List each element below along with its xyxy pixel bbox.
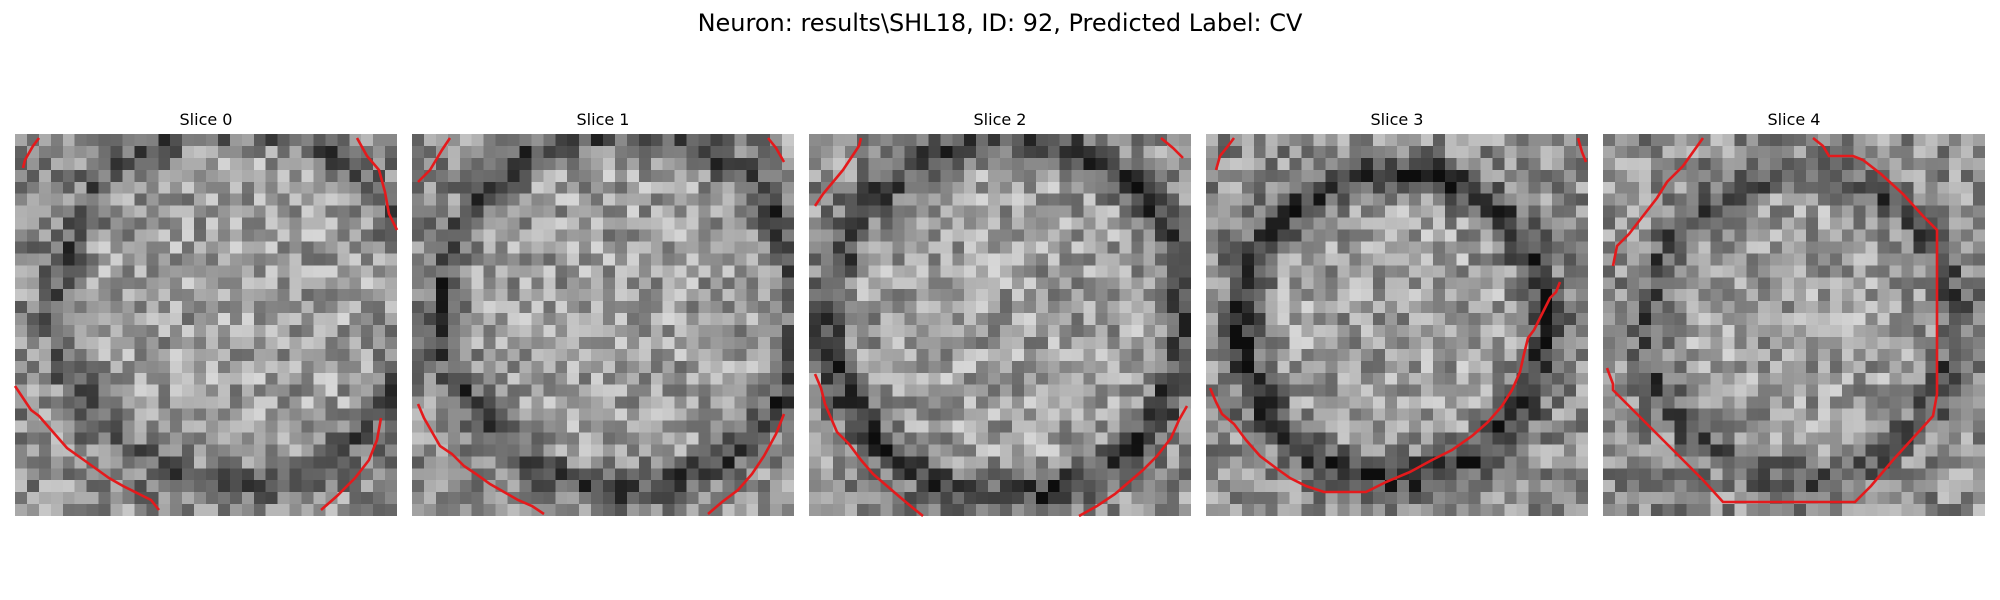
slice-image [15, 134, 397, 516]
contour-overlay [1605, 136, 1939, 504]
contour-line [707, 413, 786, 515]
slice-panel-4: Slice 4 [1603, 110, 1985, 520]
contour-line [416, 403, 545, 516]
contour-overlay [416, 137, 786, 516]
slice-title: Slice 3 [1370, 110, 1424, 129]
contour-line [1214, 137, 1236, 171]
contour-line [1611, 137, 1705, 267]
figure-title: Neuron: results\SHL18, ID: 92, Predicted… [697, 9, 1303, 37]
contour-line [417, 137, 452, 183]
slice-image [1206, 134, 1588, 516]
slice-title: Slice 2 [973, 110, 1027, 129]
contour-line [813, 137, 863, 207]
contour-line [1208, 281, 1562, 494]
contour-line [1078, 405, 1189, 518]
contour-line [766, 137, 786, 163]
contour-line [355, 137, 399, 231]
slice-image [412, 134, 794, 516]
slice-panel-0: Slice 0 [13, 110, 399, 520]
slice-panel-1: Slice 1 [412, 110, 794, 520]
slice-title: Slice 0 [179, 110, 233, 129]
contour-line [320, 417, 383, 511]
slice-image [809, 134, 1191, 516]
slice-panel-2: Slice 2 [809, 110, 1191, 520]
slice-panel-3: Slice 3 [1206, 110, 1588, 520]
contour-line [21, 137, 41, 169]
slice-image [1603, 134, 1985, 516]
contour-line [1605, 136, 1939, 504]
contour-line [13, 385, 161, 511]
slice-title: Slice 1 [576, 110, 630, 129]
contour-line [1160, 137, 1184, 159]
contour-overlay [813, 137, 1189, 518]
contour-overlay [13, 137, 399, 511]
contour-line [813, 373, 924, 518]
contour-overlay [1208, 137, 1588, 494]
slice-title: Slice 4 [1767, 110, 1821, 129]
contour-line [1576, 137, 1588, 163]
